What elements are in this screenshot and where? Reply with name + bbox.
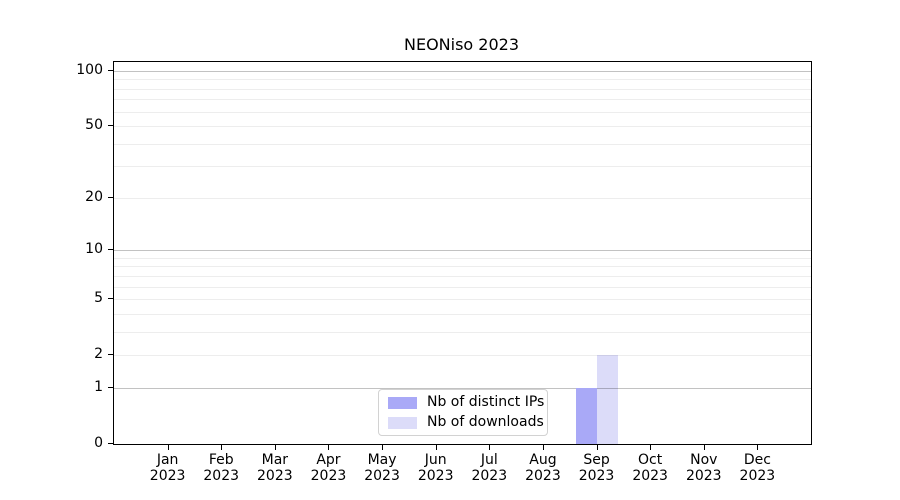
gridline-minor [114, 299, 811, 301]
legend-swatch-distinct-ips [388, 396, 417, 409]
chart-title: NEONiso 2023 [403, 35, 519, 54]
y-tick [108, 125, 113, 127]
gridline-minor [114, 355, 811, 357]
gridline-major [114, 387, 811, 389]
bars-layer [114, 62, 811, 444]
x-tick [650, 445, 652, 450]
x-tick [757, 445, 759, 450]
gridline-minor [114, 111, 811, 113]
bar-distinct-ips [575, 387, 597, 444]
y-tick [108, 196, 113, 198]
gridline-minor [114, 313, 811, 315]
bar-downloads [596, 355, 618, 444]
gridline-minor [114, 257, 811, 259]
x-tick [274, 445, 276, 450]
x-tick-label: Jun 2023 [417, 452, 454, 484]
y-tick-label: 2 [94, 346, 103, 363]
y-tick-label: 20 [85, 188, 103, 205]
x-tick-label: Dec 2023 [739, 452, 776, 484]
y-tick-label: 5 [94, 290, 103, 307]
plot-area: Nb of distinct IPs Nb of downloads [113, 61, 812, 445]
x-tick-label: Apr 2023 [310, 452, 347, 484]
y-tick [108, 298, 113, 300]
gridline-minor [114, 88, 811, 90]
legend-label-distinct-ips: Nb of distinct IPs [427, 394, 545, 410]
y-tick [108, 70, 113, 71]
gridline-major [114, 250, 811, 252]
legend-item-distinct-ips: Nb of distinct IPs [388, 394, 544, 411]
gridline-minor [114, 331, 811, 333]
x-tick-label: Jan 2023 [149, 452, 186, 484]
legend-swatch-downloads [388, 416, 417, 429]
x-tick [542, 445, 544, 450]
x-tick [435, 445, 437, 450]
gridline-minor [114, 275, 811, 277]
gridline-minor [114, 286, 811, 288]
y-tick-label: 50 [85, 117, 103, 134]
x-tick-label: Feb 2023 [203, 452, 240, 484]
gridline-major [114, 71, 811, 72]
x-tick [167, 445, 169, 450]
x-tick [221, 445, 223, 450]
x-tick-label: Aug 2023 [525, 452, 561, 484]
y-tick [108, 354, 113, 356]
y-tick-label: 0 [94, 435, 103, 451]
x-tick-label: Sep 2023 [578, 452, 615, 484]
x-tick-label: Jul 2023 [471, 452, 508, 484]
gridline-minor [114, 143, 811, 145]
gridline-minor [114, 166, 811, 168]
x-tick [703, 445, 705, 450]
legend-label-downloads: Nb of downloads [427, 414, 544, 430]
y-tick [108, 443, 113, 444]
x-tick-label: Mar 2023 [257, 452, 293, 484]
gridline-minor [114, 99, 811, 101]
y-tick-label: 1 [94, 378, 103, 395]
x-tick-label: May 2023 [364, 452, 400, 484]
x-tick [328, 445, 330, 450]
x-tick-label: Oct 2023 [632, 452, 668, 484]
y-tick [108, 249, 113, 251]
x-tick-label: Nov 2023 [685, 452, 722, 484]
y-tick-label: 100 [76, 62, 103, 78]
gridline-minor [114, 266, 811, 268]
legend-item-downloads: Nb of downloads [388, 414, 544, 431]
gridline-minor [114, 79, 811, 81]
gridlines-layer [114, 62, 811, 444]
gridline-minor [114, 197, 811, 199]
x-tick [382, 445, 384, 450]
x-tick [596, 445, 598, 450]
legend: Nb of distinct IPs Nb of downloads [378, 389, 548, 436]
x-tick [489, 445, 491, 450]
y-tick [108, 386, 113, 388]
gridline-minor [114, 126, 811, 128]
y-tick-label: 10 [85, 241, 103, 258]
